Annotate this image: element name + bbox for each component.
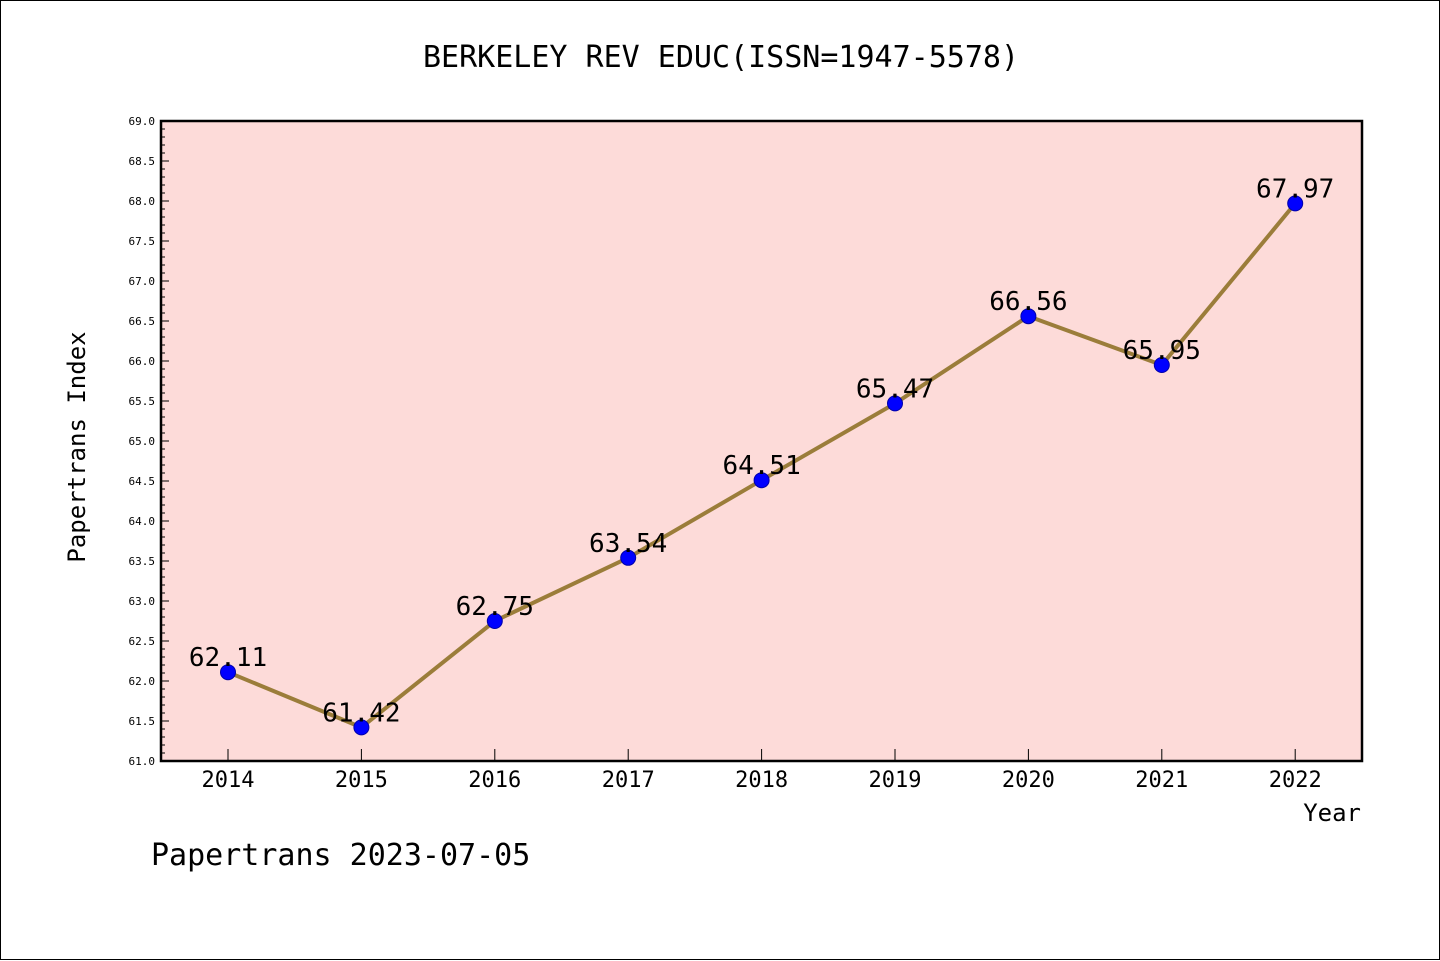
x-tick-label: 2015 [335, 768, 388, 793]
data-label: 65.47 [856, 374, 934, 404]
series-line [220, 195, 1304, 736]
data-label: 67.97 [1256, 174, 1334, 204]
x-axis: 2014 2015 2016 2017 2018 2019 2020 2021 2022 [202, 749, 1322, 793]
y-tick-label: 65.5 [129, 395, 156, 408]
data-label: 65.95 [1123, 336, 1201, 366]
data-label: 66.56 [989, 287, 1067, 317]
footer-watermark: Papertrans 2023-07-05 [151, 838, 530, 873]
y-tick-label: 61.0 [129, 755, 156, 768]
y-tick-label: 63.5 [129, 555, 156, 568]
x-tick-label: 2021 [1135, 768, 1188, 793]
y-tick-label: 61.5 [129, 715, 156, 728]
y-tick-label: 64.0 [129, 515, 156, 528]
data-label: 62.11 [189, 643, 267, 673]
data-point [620, 549, 637, 566]
y-tick-label: 62.0 [129, 675, 156, 688]
x-tick-label: 2018 [735, 768, 788, 793]
y-tick-label: 65.0 [129, 435, 156, 448]
x-tick-label: 2016 [468, 768, 521, 793]
y-axis-title: Papertrans Index [63, 331, 91, 562]
data-point [887, 395, 903, 412]
y-tick-label: 67.0 [129, 275, 156, 288]
plot-area [159, 119, 1364, 763]
data-point [353, 719, 370, 736]
x-tick-label: 2019 [869, 768, 922, 793]
y-tick-label: 64.5 [129, 475, 156, 488]
y-tick-label: 67.5 [129, 235, 156, 248]
chart-title: BERKELEY REV EDUC(ISSN=1947-5578) [423, 40, 1019, 75]
data-point [1153, 357, 1170, 373]
y-tick-label: 68.5 [129, 155, 156, 168]
y-tick-label: 62.5 [129, 635, 156, 648]
data-point [1020, 308, 1037, 325]
y-axis: 61.0 61.5 62.0 62.5 63.0 63.5 64.0 64.5 65.0 65.5… [129, 115, 169, 768]
data-label: 64.51 [722, 451, 800, 481]
x-tick-label: 2017 [602, 768, 655, 793]
data-label: 61.42 [322, 698, 400, 728]
y-tick-label: 66.5 [129, 315, 156, 328]
y-tick-label: 68.0 [129, 195, 156, 208]
data-labels: 62.11 61.42 62.75 63.54 64.51 65.47 66.56 65.95… [189, 174, 1334, 728]
x-axis-title: Year [1303, 799, 1361, 827]
data-point [220, 664, 236, 681]
y-tick-label: 69.0 [129, 115, 156, 128]
x-tick-label: 2014 [202, 768, 255, 793]
x-tick-label: 2022 [1269, 768, 1322, 793]
x-tick-label: 2020 [1002, 768, 1055, 793]
data-label: 63.54 [589, 529, 667, 559]
data-point [753, 472, 770, 489]
y-tick-label: 63.0 [129, 595, 156, 608]
y-tick-label: 66.0 [129, 355, 156, 368]
data-label: 62.75 [456, 592, 534, 622]
data-point [1287, 195, 1304, 212]
data-point [486, 613, 503, 629]
